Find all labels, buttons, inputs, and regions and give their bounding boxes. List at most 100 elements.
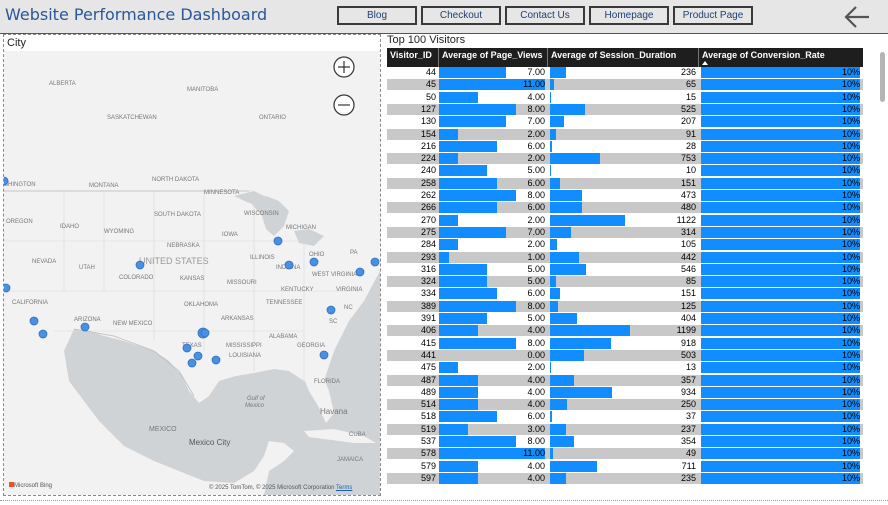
conversion-rate-bar [701, 190, 860, 201]
city-map[interactable]: ALBERTA MANITOBA SASKATCHEWAN ONTARIO SH… [4, 51, 380, 495]
place-label: SHINGTON [4, 182, 36, 188]
nav-contact-us-button[interactable]: Contact Us [505, 6, 585, 25]
conversion-rate-value: 10% [841, 423, 860, 434]
page-views-value: 1.00 [527, 251, 545, 262]
table-row[interactable]: 44 7.00 236 10% [387, 67, 863, 78]
table-row[interactable]: 270 2.00 1122 10% [387, 214, 863, 226]
table-row[interactable]: 489 4.00 934 10% [387, 386, 863, 398]
place-label: WYOMING [104, 229, 134, 235]
page-views-bar [439, 202, 497, 214]
table-row[interactable]: 518 6.00 37 10% [387, 411, 863, 423]
place-label: OKLAHOMA [184, 302, 218, 308]
city-bubbles[interactable] [4, 176, 380, 368]
cell-session-duration: 918 [548, 337, 699, 349]
column-header-page-views[interactable]: Average of Page_Views [439, 48, 548, 67]
table-row[interactable]: 391 5.00 404 10% [387, 313, 863, 324]
cell-page-views: 7.00 [439, 226, 548, 238]
table-row[interactable]: 284 2.00 105 10% [387, 239, 863, 251]
table-row[interactable]: 578 11.00 49 10% [387, 448, 863, 460]
table-row[interactable]: 514 4.00 250 10% [387, 399, 863, 411]
table-row[interactable]: 487 4.00 357 10% [387, 374, 863, 386]
cell-conversion-rate: 10% [699, 226, 863, 238]
session-duration-bar [550, 140, 552, 152]
session-duration-bar [550, 362, 551, 374]
conversion-rate-value: 10% [841, 349, 860, 360]
zoom-out-button[interactable] [333, 94, 355, 116]
place-label: SOUTH DAKOTA [154, 212, 201, 218]
back-arrow-icon[interactable] [842, 4, 872, 30]
table-row[interactable]: 519 3.00 237 10% [387, 423, 863, 435]
table-row[interactable]: 293 1.00 442 10% [387, 251, 863, 263]
table-row[interactable]: 415 8.00 918 10% [387, 337, 863, 349]
table-row[interactable]: 266 6.00 480 10% [387, 202, 863, 214]
nav-checkout-button[interactable]: Checkout [421, 6, 501, 25]
page-views-bar [439, 288, 497, 300]
page-views-bar [439, 300, 517, 312]
place-label: UNITED STATES [139, 256, 209, 266]
terms-link[interactable]: Terms [336, 485, 353, 491]
session-duration-bar [550, 263, 587, 275]
page-views-value: 8.00 [527, 190, 545, 200]
table-row[interactable]: 240 5.00 10 10% [387, 165, 863, 177]
table-scrollbar[interactable] [880, 52, 885, 102]
zoom-in-button[interactable] [333, 56, 355, 78]
page-views-value: 7.00 [527, 226, 545, 237]
table-row[interactable]: 275 7.00 314 10% [387, 226, 863, 238]
table-row[interactable]: 127 8.00 525 10% [387, 103, 863, 115]
page-views-bar [439, 411, 497, 423]
page-views-value: 4.00 [527, 325, 545, 336]
place-label: CALIFORNIA [12, 300, 48, 306]
table-row[interactable]: 50 4.00 15 10% [387, 91, 863, 103]
table-row[interactable]: 130 7.00 207 10% [387, 116, 863, 128]
session-duration-value: 480 [680, 202, 696, 213]
table-row[interactable]: 45 11.00 65 10% [387, 79, 863, 91]
place-label: MICHIGAN [286, 225, 316, 231]
table-row[interactable]: 216 6.00 28 10% [387, 140, 863, 152]
conversion-rate-bar [701, 165, 860, 177]
cell-session-duration: 125 [548, 300, 699, 312]
table-row[interactable]: 258 6.00 151 10% [387, 177, 863, 189]
nav-product-page-button[interactable]: Product Page [673, 6, 753, 25]
page-views-bar [439, 263, 488, 275]
column-header-session-duration[interactable]: Average of Session_Duration [548, 48, 699, 67]
cell-conversion-rate: 10% [699, 91, 863, 103]
city-bubble [273, 236, 283, 246]
nav-homepage-button[interactable]: Homepage [589, 6, 669, 25]
column-header-conversion-rate[interactable]: Average of Conversion_Rate [699, 48, 863, 67]
table-row[interactable]: 224 2.00 753 10% [387, 153, 863, 165]
cell-session-duration: 15 [548, 91, 699, 103]
place-label: COLORADO [119, 275, 154, 281]
cell-session-duration: 49 [548, 448, 699, 460]
table-row[interactable]: 475 2.00 13 10% [387, 362, 863, 374]
table-row[interactable]: 597 4.00 235 10% [387, 472, 863, 484]
city-bubble [80, 322, 90, 332]
session-duration-value: 503 [680, 349, 696, 360]
city-bubble [187, 358, 197, 368]
cell-conversion-rate: 10% [699, 67, 863, 78]
cell-page-views: 2.00 [439, 153, 548, 165]
table-row[interactable]: 154 2.00 91 10% [387, 128, 863, 140]
nav-blog-button[interactable]: Blog [337, 6, 417, 25]
table-row[interactable]: 262 8.00 473 10% [387, 190, 863, 201]
cell-session-duration: 91 [548, 128, 699, 140]
cell-conversion-rate: 10% [699, 423, 863, 435]
session-duration-bar [550, 472, 566, 484]
page-views-value: 6.00 [527, 177, 545, 188]
table-row[interactable]: 316 5.00 546 10% [387, 263, 863, 275]
table-row[interactable]: 537 8.00 354 10% [387, 436, 863, 447]
table-row[interactable]: 579 4.00 711 10% [387, 460, 863, 472]
table-row[interactable]: 406 4.00 1199 10% [387, 325, 863, 337]
table-row[interactable]: 334 6.00 151 10% [387, 288, 863, 300]
place-label: KENTUCKY [281, 287, 314, 293]
cell-page-views: 11.00 [439, 79, 548, 91]
cell-page-views: 5.00 [439, 165, 548, 177]
place-label: UTAH [79, 265, 95, 271]
table-row[interactable]: 324 5.00 85 10% [387, 276, 863, 288]
table-row[interactable]: 441 0.00 503 10% [387, 349, 863, 361]
table-row[interactable]: 389 8.00 125 10% [387, 300, 863, 312]
conversion-rate-value: 10% [841, 116, 860, 127]
cell-page-views: 8.00 [439, 337, 548, 349]
conversion-rate-bar [701, 128, 860, 140]
column-header-visitor-id[interactable]: Visitor_ID [387, 48, 439, 67]
conversion-rate-bar [701, 214, 860, 226]
